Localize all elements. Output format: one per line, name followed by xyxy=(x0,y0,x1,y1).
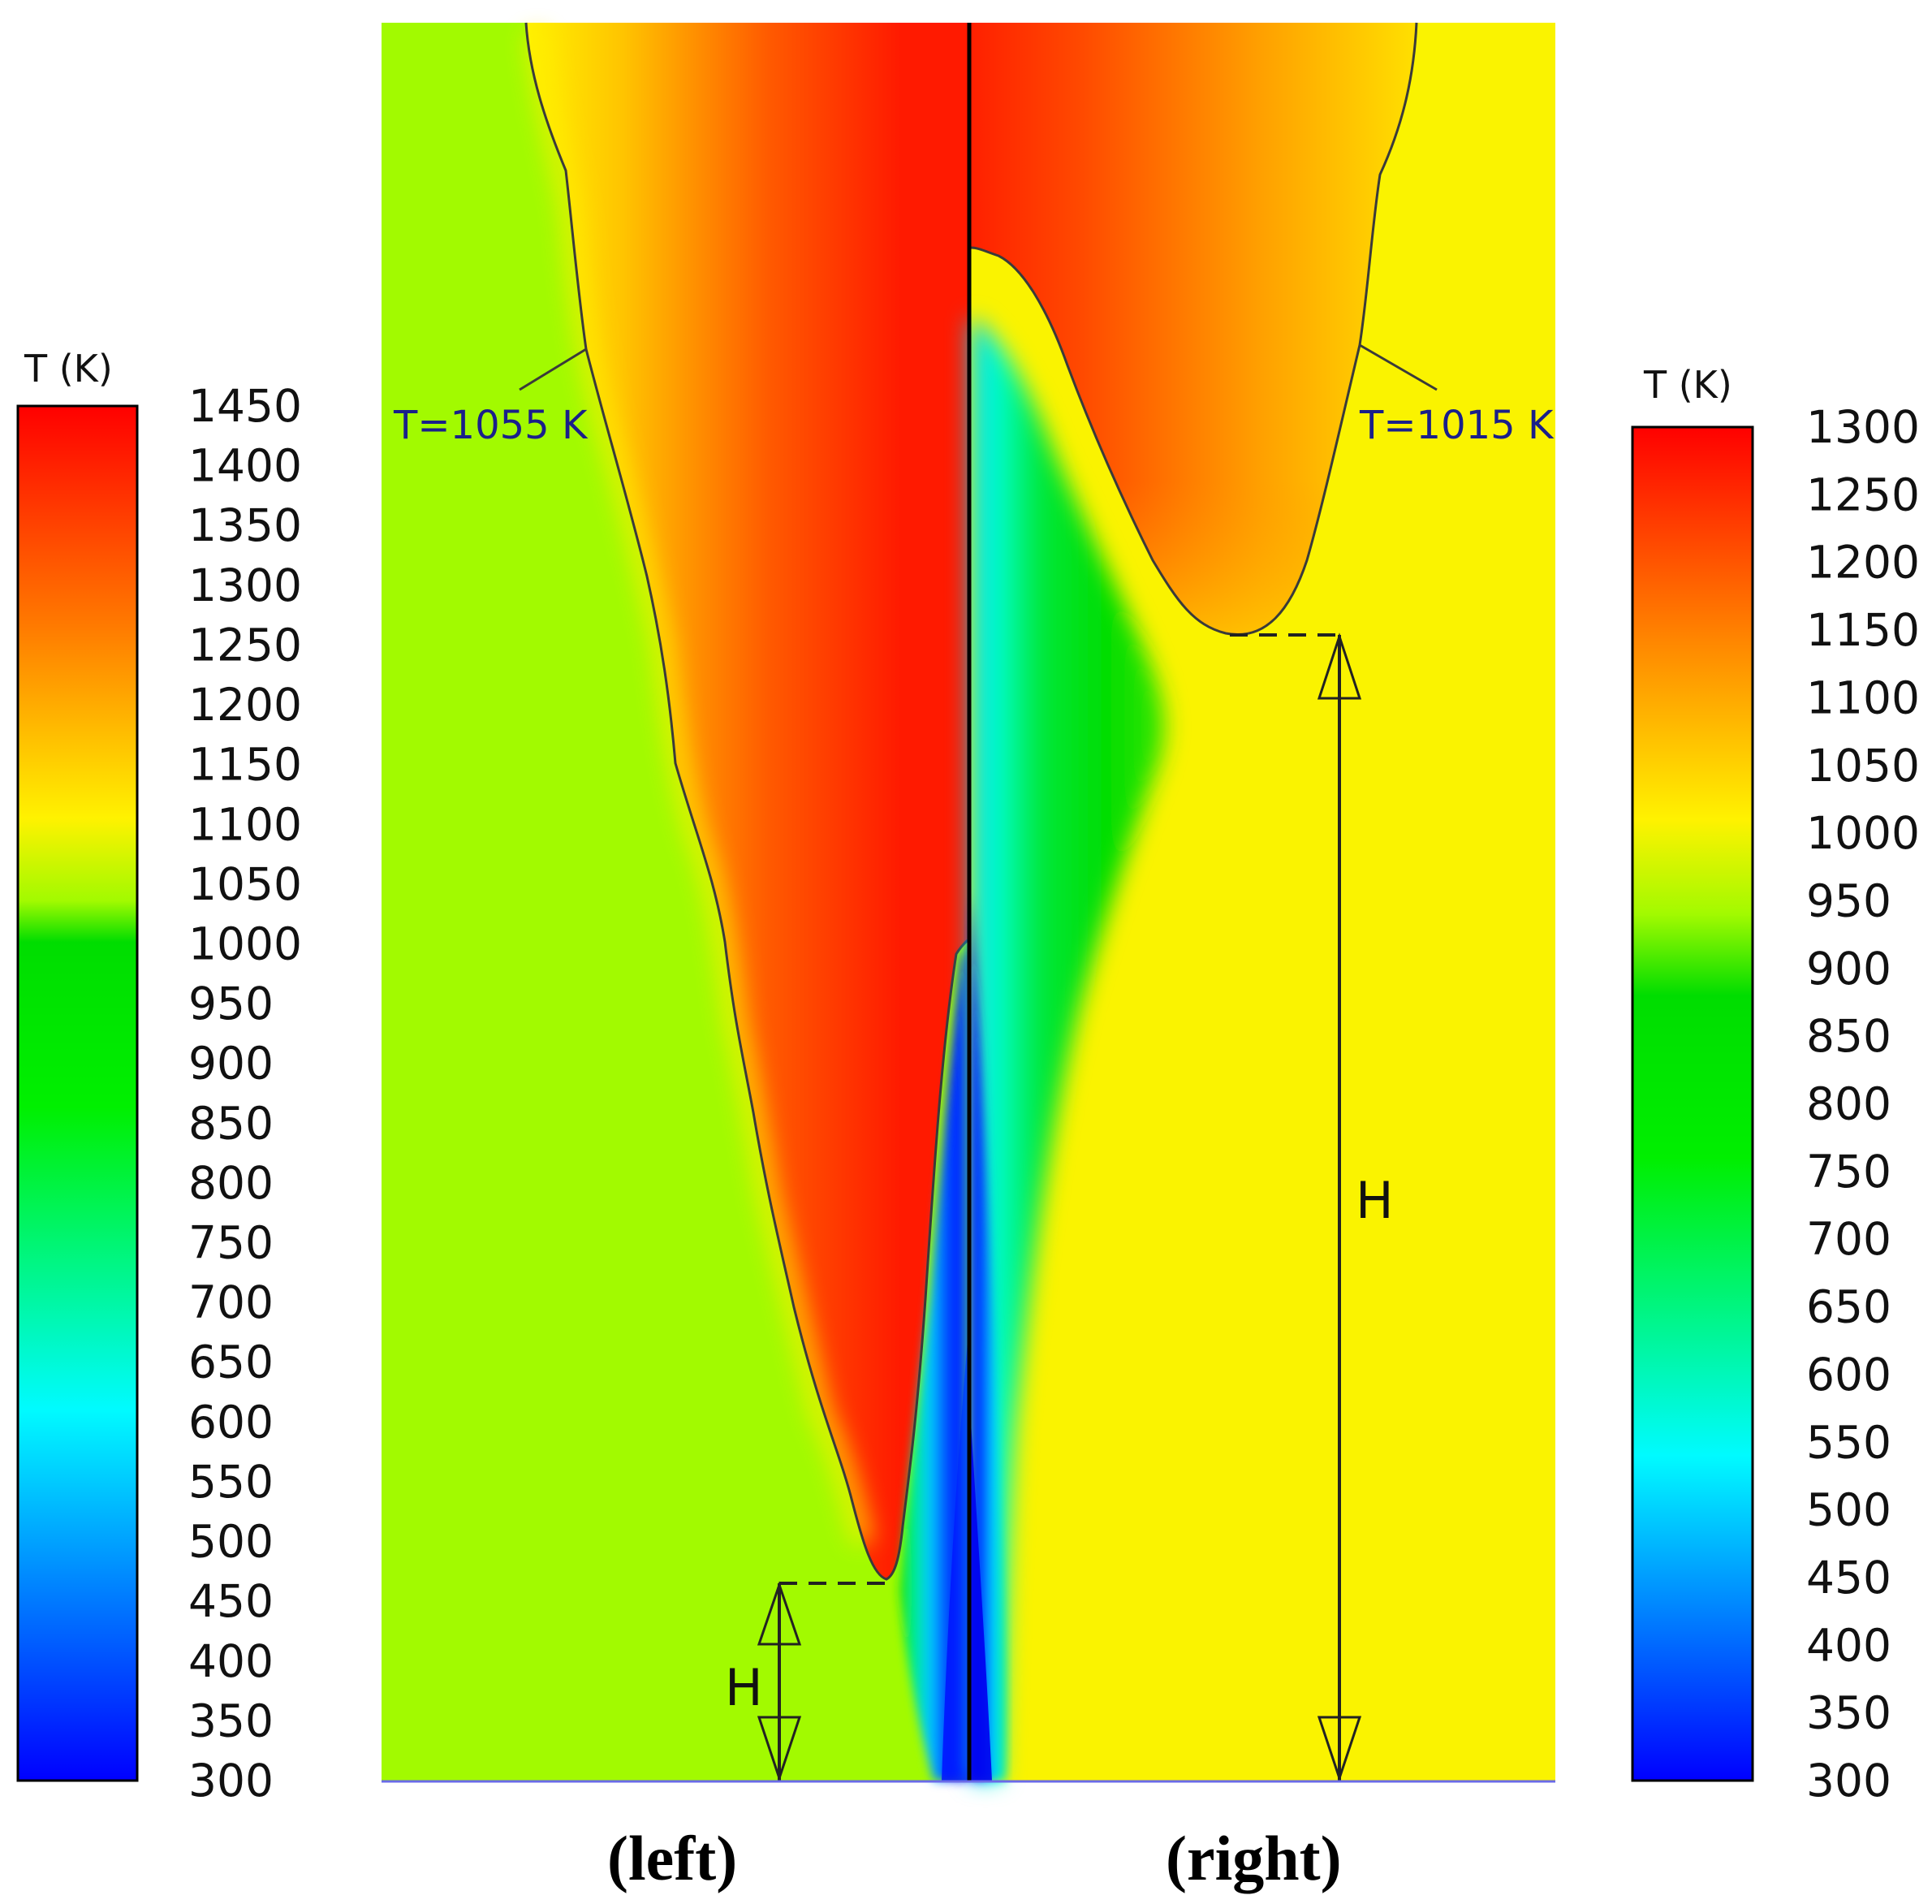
left-colorbar-tick-400: 400 xyxy=(188,1635,274,1687)
left-colorbar-tick-350: 350 xyxy=(188,1695,274,1746)
right-isotherm-line-outer xyxy=(970,22,1418,636)
right-h-arrow-down-icon xyxy=(1317,1716,1362,1782)
left-colorbar-tick-950: 950 xyxy=(188,978,274,1030)
right-colorbar-tick-850: 850 xyxy=(1806,1010,1891,1062)
right-colorbar-tick-800: 800 xyxy=(1806,1078,1891,1130)
left-colorbar-tick-500: 500 xyxy=(188,1516,274,1568)
right-jet-core xyxy=(971,1421,992,1781)
left-colorbar-title: T (K) xyxy=(24,347,113,391)
right-colorbar: T (K) 1300 1250 1200 1150 1100 1050 1000 950 900… xyxy=(1631,363,1920,1807)
left-isotherm-leader xyxy=(519,348,587,391)
right-colorbar-tick-1050: 1050 xyxy=(1806,740,1920,792)
right-colorbar-tick-1200: 1200 xyxy=(1806,537,1920,589)
right-colorbar-tick-650: 650 xyxy=(1806,1281,1891,1333)
right-colorbar-ticks: 1300 1250 1200 1150 1100 1050 1000 950 900 850 800… xyxy=(1806,401,1920,1807)
left-isotherm-line xyxy=(524,22,969,1581)
left-colorbar-tick-1450: 1450 xyxy=(188,380,302,432)
left-colorbar-tick-450: 450 xyxy=(188,1575,274,1627)
left-colorbar-tick-600: 600 xyxy=(188,1396,274,1448)
left-colorbar: T (K) 1450 1400 1350 1300 1250 1200 1150 1100 10… xyxy=(16,347,302,1807)
right-colorbar-tick-950: 950 xyxy=(1806,874,1891,926)
right-colorbar-tick-450: 450 xyxy=(1806,1552,1891,1604)
right-h-label: H xyxy=(1356,1171,1394,1230)
left-h-arrow-up-icon xyxy=(757,1581,802,1646)
left-colorbar-tick-750: 750 xyxy=(188,1217,274,1269)
left-jet-core xyxy=(942,1340,968,1781)
right-flame-tip-shade xyxy=(971,23,1417,635)
left-colorbar-tick-1200: 1200 xyxy=(188,679,302,731)
right-colorbar-tick-500: 500 xyxy=(1806,1484,1891,1536)
left-colorbar-tick-850: 850 xyxy=(188,1097,274,1149)
left-colorbar-tick-550: 550 xyxy=(188,1456,274,1508)
left-colorbar-tick-1100: 1100 xyxy=(188,798,302,850)
right-panel-caption: (right) xyxy=(1166,1823,1342,1893)
left-fuel-jet xyxy=(899,946,968,1781)
left-h-label: H xyxy=(725,1658,763,1717)
left-colorbar-tick-800: 800 xyxy=(188,1157,274,1209)
right-isotherm-leader xyxy=(1359,343,1438,391)
left-flame-region xyxy=(526,23,968,1579)
left-colorbar-tick-700: 700 xyxy=(188,1276,274,1328)
right-colorbar-tick-350: 350 xyxy=(1806,1687,1891,1739)
right-colorbar-tick-750: 750 xyxy=(1806,1146,1891,1198)
left-colorbar-tick-650: 650 xyxy=(188,1336,274,1388)
right-colorbar-tick-600: 600 xyxy=(1806,1349,1891,1401)
left-colorbar-tick-1150: 1150 xyxy=(188,739,302,791)
left-colorbar-tick-900: 900 xyxy=(188,1038,274,1090)
left-isotherm-label: T=1055 K xyxy=(393,403,589,448)
left-panel-caption: (left) xyxy=(607,1823,737,1893)
right-isotherm-label: T=1015 K xyxy=(1359,403,1555,448)
right-colorbar-tick-1000: 1000 xyxy=(1806,807,1920,859)
right-colorbar-tick-400: 400 xyxy=(1806,1619,1891,1671)
right-colorbar-tick-300: 300 xyxy=(1806,1755,1891,1807)
right-colorbar-tick-900: 900 xyxy=(1806,943,1891,995)
left-colorbar-tick-1350: 1350 xyxy=(188,499,302,551)
right-colorbar-title: T (K) xyxy=(1643,363,1732,407)
left-colorbar-tick-1050: 1050 xyxy=(188,858,302,910)
left-colorbar-gradient xyxy=(16,404,139,1782)
left-colorbar-ticks: 1450 1400 1350 1300 1250 1200 1150 1100 1050 1000… xyxy=(188,380,302,1807)
left-colorbar-tick-1250: 1250 xyxy=(188,619,302,671)
left-colorbar-tick-1400: 1400 xyxy=(188,440,302,492)
left-h-arrow-down-icon xyxy=(757,1716,802,1782)
left-colorbar-tick-300: 300 xyxy=(188,1755,274,1807)
right-colorbar-tick-1100: 1100 xyxy=(1806,671,1920,723)
right-colorbar-tick-700: 700 xyxy=(1806,1213,1891,1265)
left-colorbar-tick-1000: 1000 xyxy=(188,917,302,969)
right-cool-core xyxy=(971,317,1165,1781)
right-colorbar-gradient xyxy=(1631,425,1754,1782)
right-fuel-jet xyxy=(971,893,1006,1781)
right-h-arrow-up-icon xyxy=(1317,633,1362,700)
right-contour-panel: T=1015 K H xyxy=(970,22,1555,1782)
right-colorbar-tick-1150: 1150 xyxy=(1806,604,1920,656)
left-colorbar-tick-1300: 1300 xyxy=(188,559,302,611)
right-colorbar-tick-1300: 1300 xyxy=(1806,401,1920,453)
right-colorbar-tick-550: 550 xyxy=(1806,1416,1891,1468)
right-colorbar-tick-1250: 1250 xyxy=(1806,468,1920,520)
left-contour-panel: T=1055 K H xyxy=(382,22,969,1782)
